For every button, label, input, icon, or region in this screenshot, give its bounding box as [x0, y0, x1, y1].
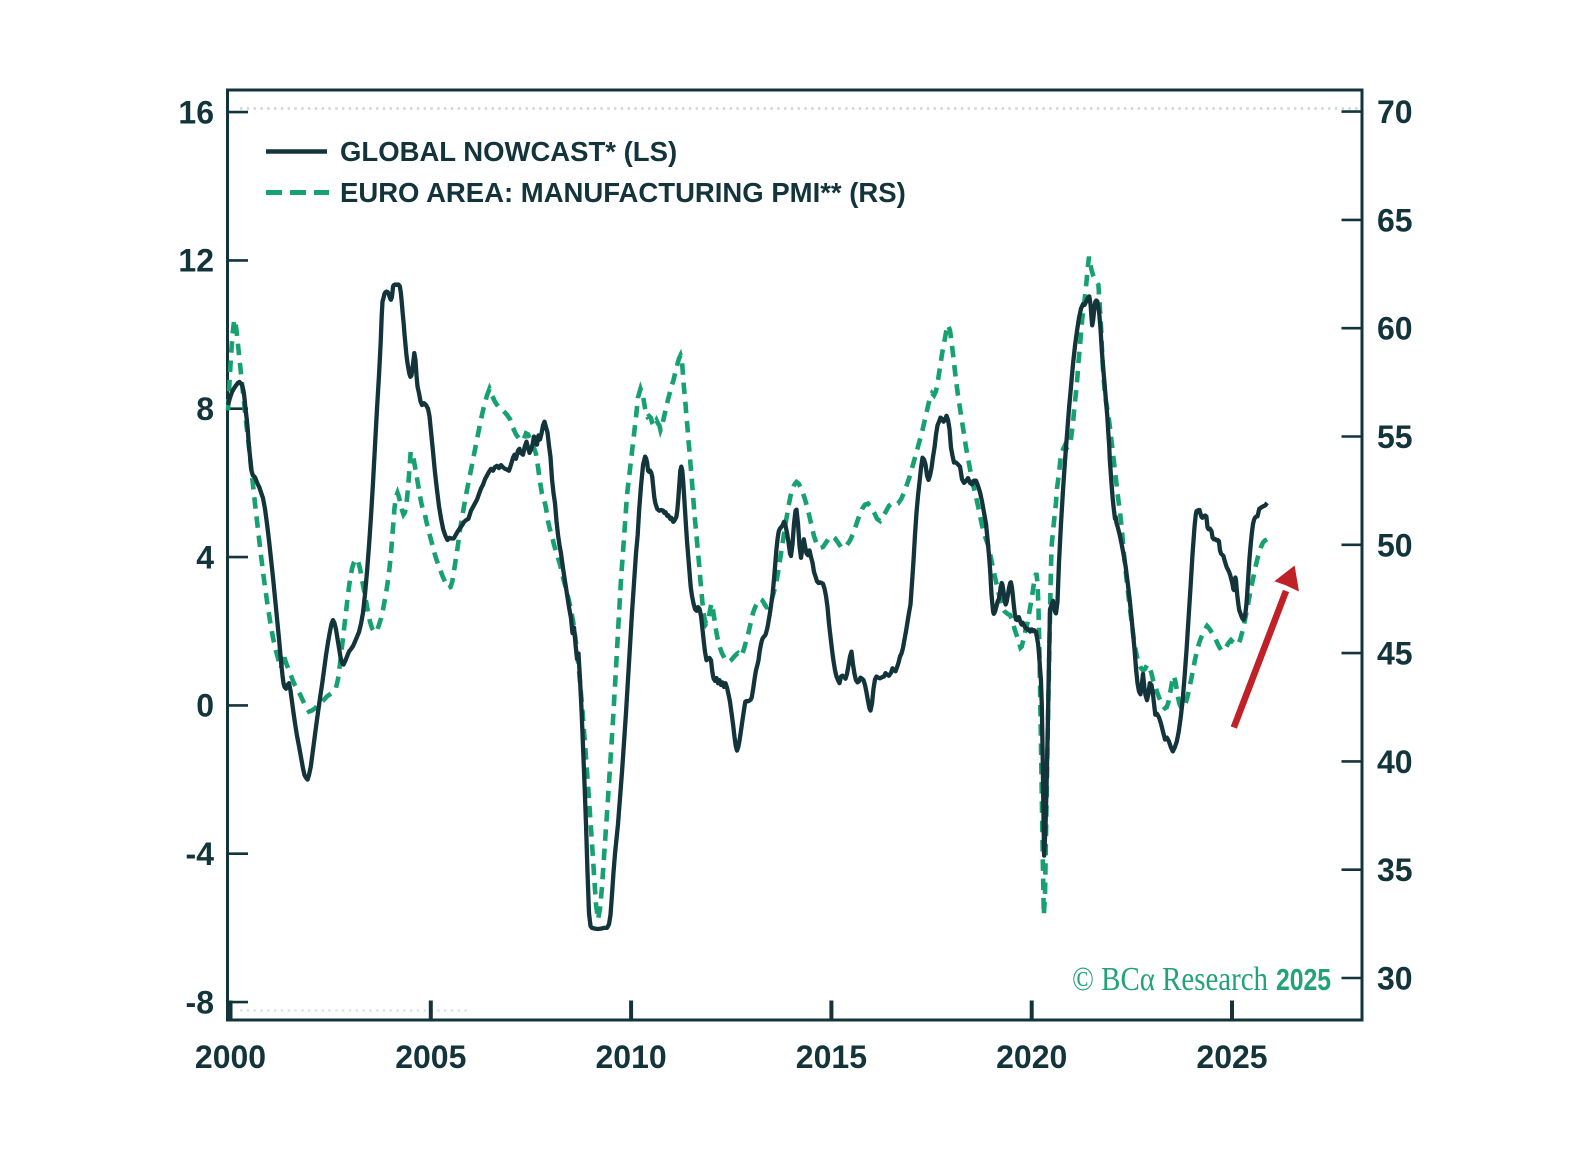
svg-text:© BCα Research: © BCα Research [1072, 961, 1268, 998]
svg-text:50: 50 [1377, 527, 1413, 563]
svg-text:55: 55 [1377, 419, 1413, 455]
svg-text:2000: 2000 [195, 1039, 266, 1075]
svg-text:45: 45 [1377, 636, 1413, 672]
svg-text:2025: 2025 [1276, 962, 1331, 997]
svg-text:0: 0 [196, 688, 214, 724]
svg-text:4: 4 [196, 539, 214, 575]
svg-text:2020: 2020 [996, 1039, 1067, 1075]
svg-text:2025: 2025 [1196, 1039, 1267, 1075]
svg-text:-4: -4 [186, 836, 215, 872]
svg-text:16: 16 [178, 94, 214, 130]
svg-text:-8: -8 [186, 984, 214, 1020]
svg-text:60: 60 [1377, 311, 1413, 347]
svg-text:2010: 2010 [596, 1039, 667, 1075]
svg-text:2015: 2015 [796, 1039, 867, 1075]
svg-text:EURO AREA: MANUFACTURING PMI**: EURO AREA: MANUFACTURING PMI** (RS) [340, 177, 906, 208]
svg-text:8: 8 [196, 391, 214, 427]
svg-text:65: 65 [1377, 202, 1413, 238]
svg-text:70: 70 [1377, 94, 1413, 130]
svg-text:30: 30 [1377, 961, 1413, 997]
svg-text:GLOBAL NOWCAST* (LS): GLOBAL NOWCAST* (LS) [340, 136, 677, 167]
svg-text:12: 12 [178, 243, 214, 279]
svg-text:35: 35 [1377, 852, 1413, 888]
svg-text:2005: 2005 [395, 1039, 466, 1075]
svg-text:40: 40 [1377, 744, 1413, 780]
